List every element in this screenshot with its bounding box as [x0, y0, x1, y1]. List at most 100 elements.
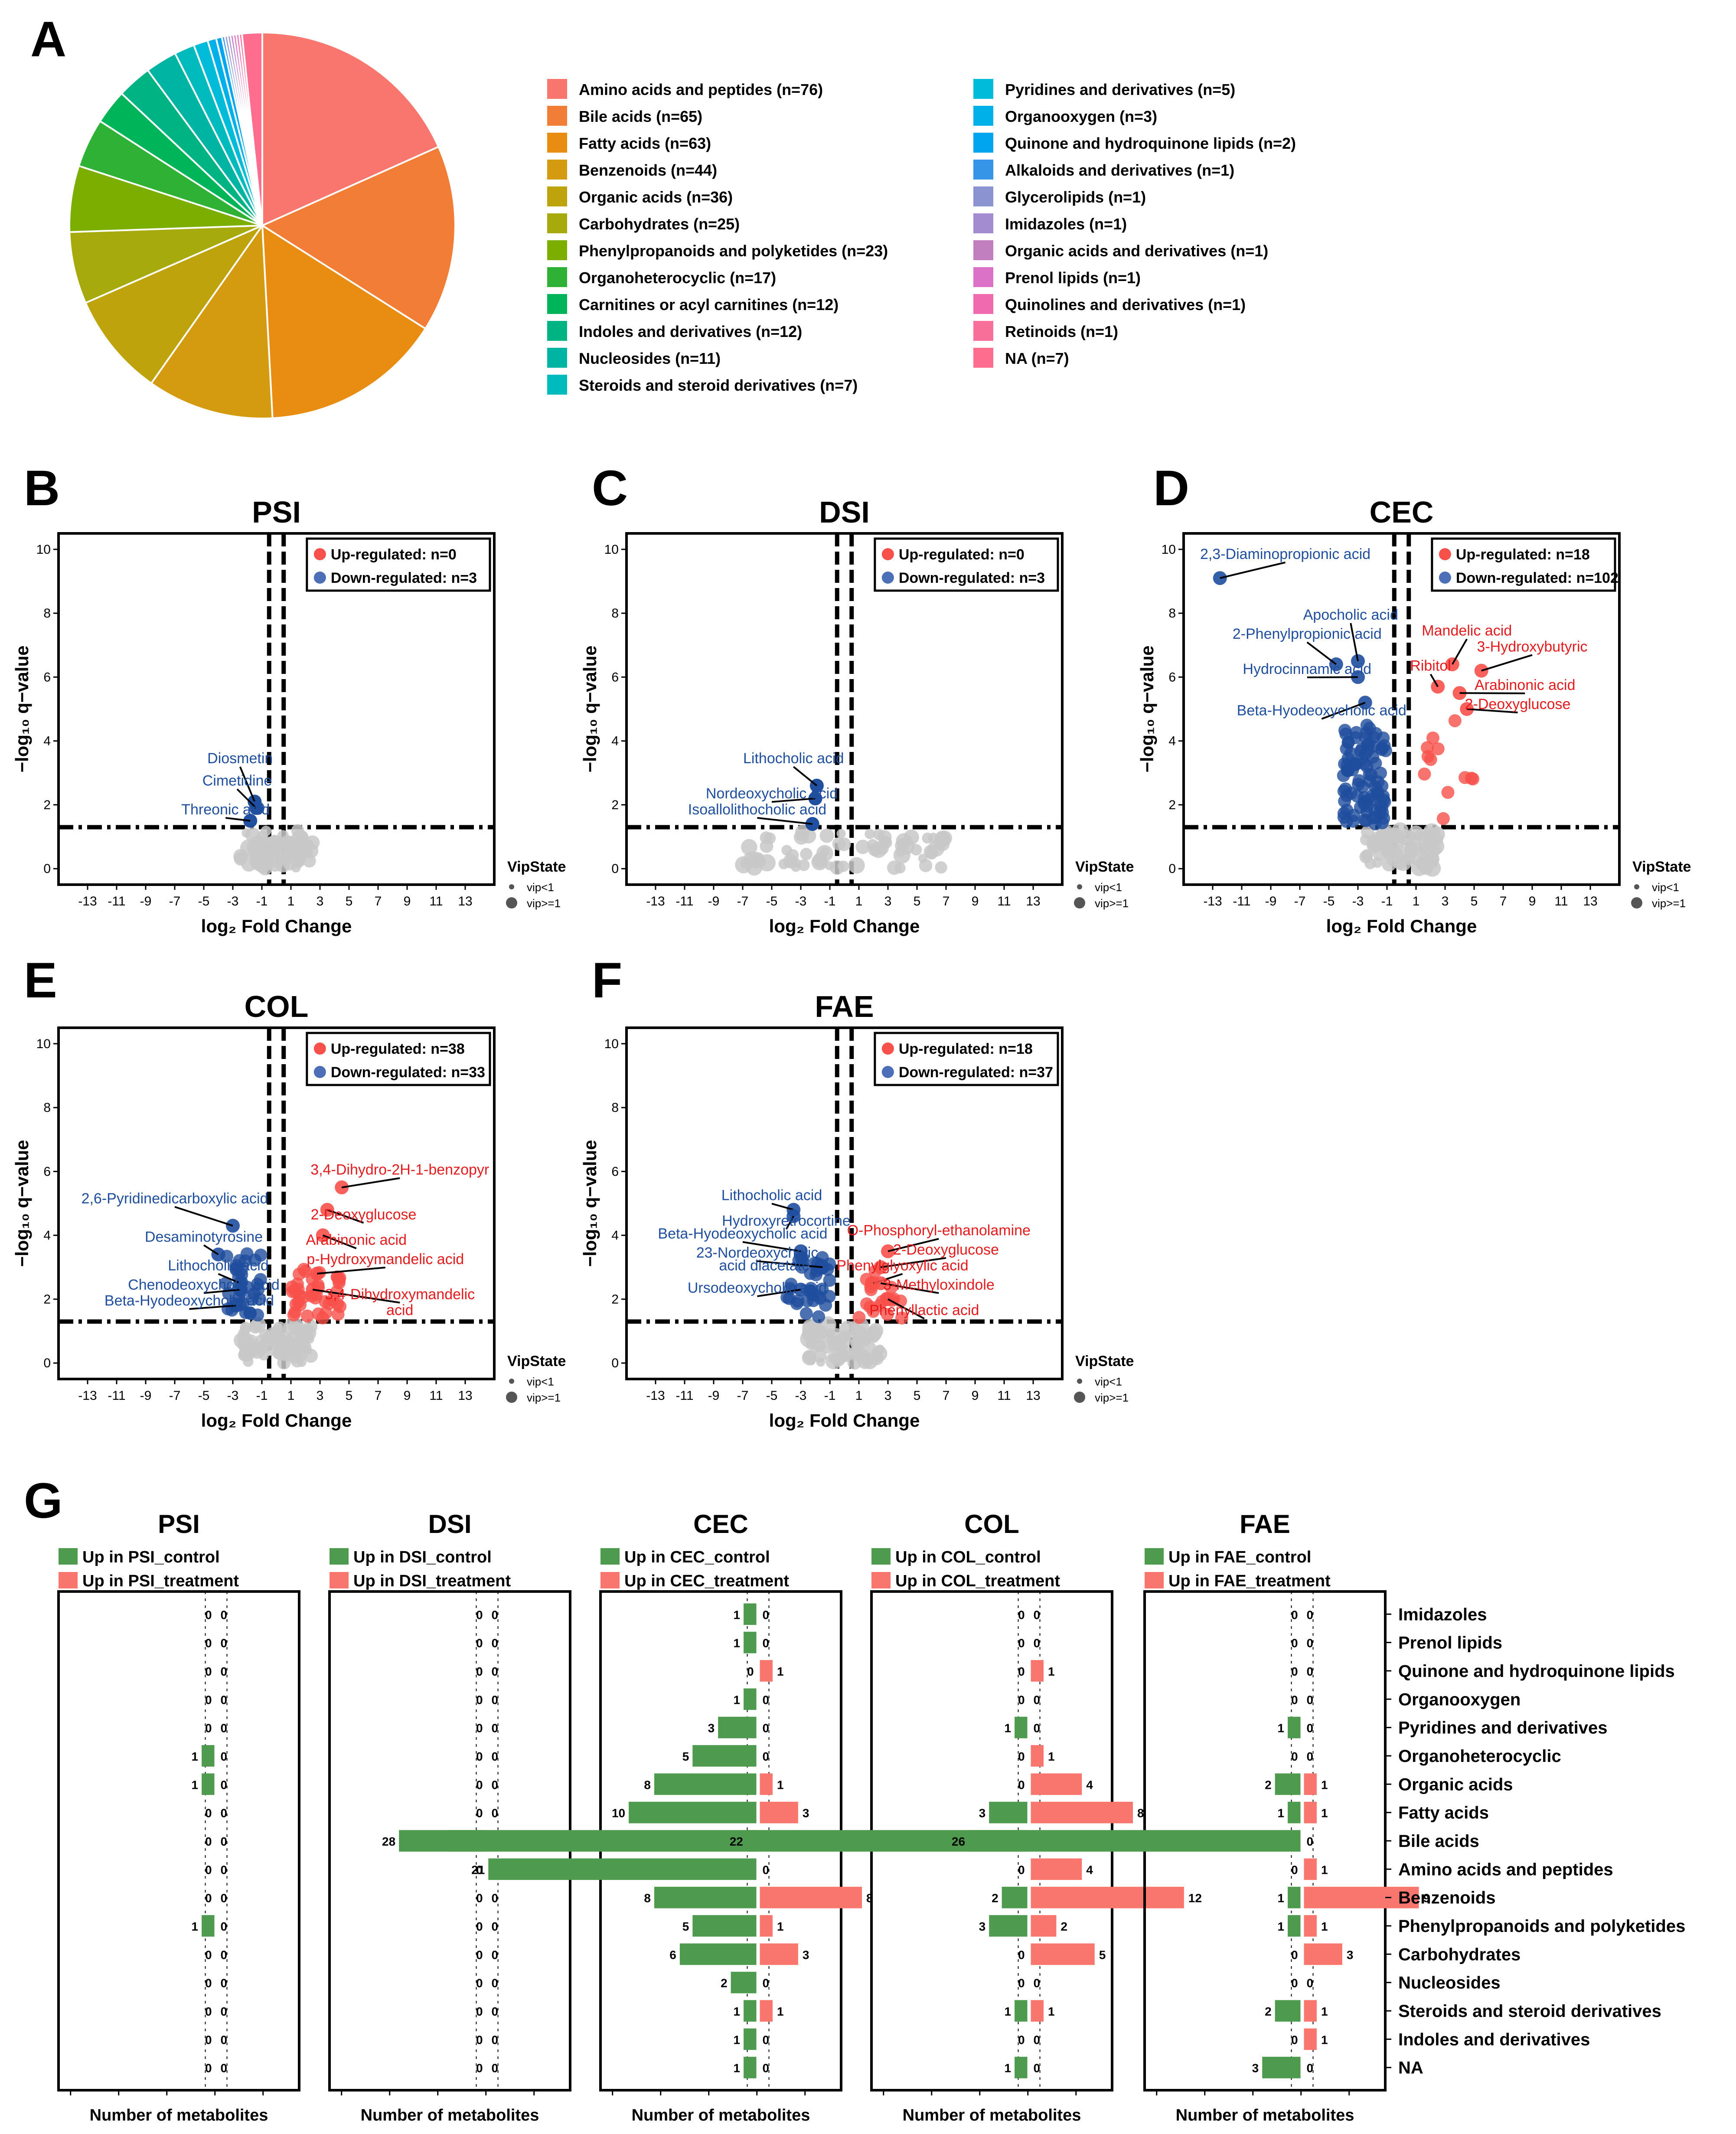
bar-control — [744, 2000, 757, 2022]
bar-control-value: 0 — [476, 1807, 483, 1820]
bar-treatment-value: 0 — [1307, 1835, 1314, 1848]
x-tick-label: -9 — [140, 894, 152, 909]
y-tick-label: 0 — [1168, 862, 1176, 876]
bar-control-value: 0 — [476, 1863, 483, 1876]
bar-treatment — [760, 1660, 773, 1682]
bar-control-value: 0 — [476, 2005, 483, 2018]
down-point — [1340, 815, 1353, 828]
y-tick-label: 4 — [611, 734, 619, 748]
ns-point — [934, 830, 950, 846]
bar-control — [202, 1915, 215, 1937]
pie-slice — [261, 224, 427, 419]
pie-slice — [84, 223, 265, 385]
label-leader — [1321, 702, 1366, 720]
label-leader — [785, 1216, 794, 1230]
bar-control-value: 0 — [205, 2005, 212, 2018]
down-point — [1374, 766, 1387, 780]
bar-treatment — [1031, 1801, 1133, 1824]
bar-treatment-value: 2 — [1061, 1920, 1067, 1933]
legend-swatch — [547, 106, 567, 126]
category-label: Imidazoles — [1398, 1605, 1487, 1624]
x-tick-label: -3 — [795, 894, 807, 909]
x-tick-label: -5 — [766, 1389, 778, 1403]
legend-treatment-swatch — [59, 1572, 78, 1588]
label-leader — [189, 1304, 236, 1310]
ns-point — [1423, 827, 1438, 842]
y-tick-label: 2 — [1168, 798, 1176, 812]
x-tick-label: -7 — [737, 1389, 749, 1403]
down-point — [1352, 774, 1366, 788]
bar-treatment — [1304, 2000, 1317, 2022]
ns-point — [1394, 853, 1412, 871]
legend-label: Amino acids and peptides (n=76) — [579, 81, 823, 98]
x-tick-label: -13 — [1203, 894, 1222, 909]
legend-control-label: Up in DSI_control — [353, 1548, 492, 1566]
legend-down-dot — [313, 1066, 326, 1078]
label-leader — [203, 1244, 219, 1255]
legend-down-dot — [881, 1066, 894, 1078]
bar-treatment-value: 0 — [763, 1977, 770, 1990]
bar-control-value: 1 — [734, 1637, 741, 1650]
volcano-title: FAE — [815, 990, 874, 1023]
bar-control-value: 0 — [1291, 1693, 1298, 1706]
legend-control-label: Up in FAE_control — [1168, 1548, 1311, 1566]
ns-point — [894, 863, 906, 874]
volcano-plots: PSI-13 -11 -9 -7 -5 -3 -1 1 3 5 7 9 11 130246810log₂ … — [12, 495, 1691, 1431]
down-point — [248, 1253, 262, 1267]
down-point — [251, 1308, 264, 1322]
vip-legend-item: vip>=1 — [527, 897, 561, 910]
x-tick-label: -3 — [227, 1389, 239, 1403]
bar-control — [202, 1773, 215, 1795]
legend-up-label: Up-regulated: n=38 — [331, 1041, 465, 1057]
label-leader — [341, 1177, 400, 1189]
x-tick-label: -1 — [824, 894, 836, 909]
y-tick-label: 8 — [43, 1101, 51, 1115]
down-point — [791, 1294, 805, 1308]
x-tick-label: 9 — [1529, 894, 1536, 909]
label-leader — [771, 797, 816, 803]
x-tick-label: 7 — [943, 1389, 950, 1403]
label-leader — [236, 788, 257, 809]
ns-point — [828, 1337, 843, 1352]
ns-point — [802, 1350, 817, 1366]
bar-title: CEC — [693, 1510, 748, 1539]
label-leader — [1481, 654, 1533, 672]
bar-control-value: 0 — [1291, 1948, 1298, 1961]
legend-swatch — [547, 133, 567, 153]
bar-control-value: 0 — [1291, 1665, 1298, 1678]
bar-control — [744, 2056, 757, 2078]
ns-point — [248, 1320, 262, 1334]
volcano-title: COL — [245, 990, 309, 1023]
bar-control — [679, 1943, 757, 1965]
x-tick-label: 3 — [317, 894, 324, 909]
bar-treatment-value: 0 — [492, 1807, 499, 1820]
x-tick-label: 9 — [972, 894, 979, 909]
bar-control-value: 0 — [1018, 1637, 1025, 1650]
volcano-panel-D: CEC-13 -11 -9 -7 -5 -3 -1 1 3 5 7 9 11 130246810log₂ … — [1137, 495, 1691, 936]
ns-point — [832, 837, 846, 851]
legend-swatch — [973, 186, 993, 206]
bar-treatment-value: 0 — [492, 1665, 499, 1678]
legend-down-dot — [881, 572, 894, 584]
label-leader — [327, 1209, 364, 1224]
bar-treatment-value: 1 — [777, 1665, 784, 1678]
legend-down-label: Down-regulated: n=102 — [1456, 570, 1619, 586]
bar-frame — [57, 1590, 300, 2092]
bar-x-axis-label: Number of metabolites — [90, 2106, 268, 2124]
bar-treatment-value: 0 — [1307, 1750, 1314, 1763]
up-point — [881, 1308, 894, 1321]
x-tick-label: -7 — [169, 894, 181, 909]
legend-control-swatch — [871, 1548, 891, 1565]
legend-label: Fatty acids (n=63) — [579, 134, 711, 152]
bar-treatment-value: 0 — [221, 1750, 228, 1763]
bar-treatment — [1304, 1773, 1317, 1795]
bar-treatment — [760, 1943, 798, 1965]
x-tick-label: -5 — [766, 894, 778, 909]
volcano-title: CEC — [1370, 495, 1434, 529]
x-tick-label: -11 — [108, 894, 125, 909]
down-point — [1341, 736, 1355, 749]
ns-point — [1382, 856, 1397, 872]
bar-treatment-value: 0 — [221, 1892, 228, 1905]
bar-treatment-value: 4 — [1086, 1863, 1093, 1876]
bar-control-value: 0 — [1291, 1637, 1298, 1650]
